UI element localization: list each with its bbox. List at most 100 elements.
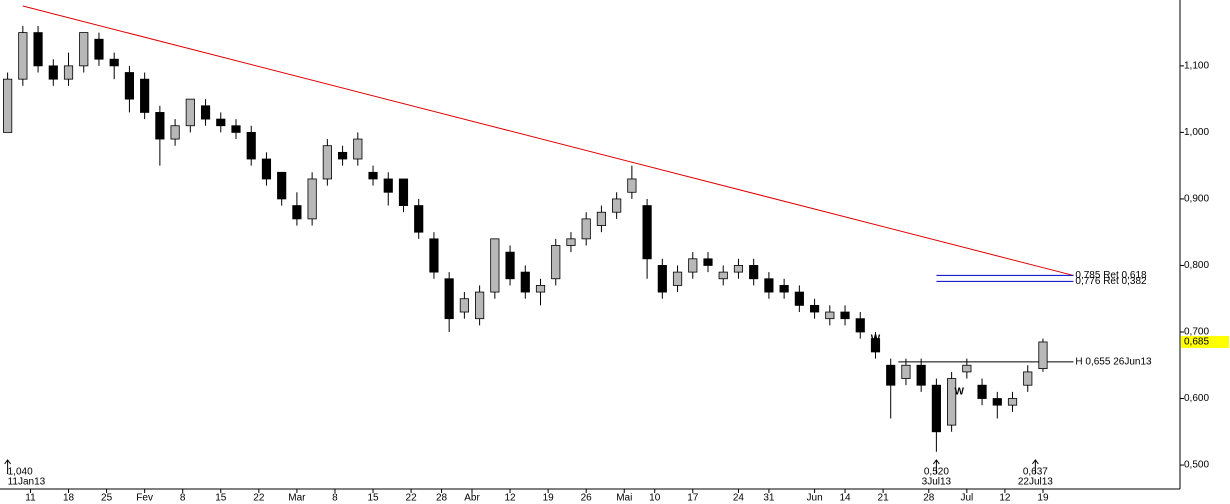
candle-body <box>444 278 454 320</box>
candle-body <box>855 318 865 333</box>
x-tick-label: 15 <box>367 493 379 504</box>
candle-body <box>337 151 348 160</box>
candle-body <box>140 78 150 113</box>
x-tick-label: 10 <box>649 493 661 504</box>
candle-body <box>977 384 987 399</box>
x-tick-label: 22 <box>406 493 418 504</box>
candle-body <box>505 251 515 280</box>
x-tick-label: 11 <box>25 493 36 504</box>
candle-body <box>840 311 850 320</box>
candle-body <box>170 125 180 140</box>
x-tick-label: 8 <box>332 493 338 504</box>
candle-body <box>383 178 393 193</box>
x-tick-label: 14 <box>839 493 851 504</box>
candle-body <box>947 378 957 426</box>
x-tick-label: Abr <box>464 493 480 504</box>
level-label: H 0,655 26Jun13 <box>1075 357 1152 368</box>
candle-body <box>703 258 713 266</box>
candle-body <box>870 338 881 353</box>
level-label: 0,776 Ret 0,382 <box>1075 276 1147 287</box>
candle-body <box>1007 398 1018 406</box>
x-tick-label: 31 <box>763 493 775 504</box>
x-tick-label: Jul <box>960 493 973 504</box>
candle-body <box>886 364 896 386</box>
candle-body <box>277 171 287 200</box>
x-tick-label: 26 <box>581 493 593 504</box>
y-tick-label: 1,000 <box>1184 127 1209 138</box>
candle-body <box>612 198 622 213</box>
candle-body <box>475 291 485 320</box>
candle-body <box>459 298 469 313</box>
candle-body <box>124 72 135 100</box>
x-tick-label: Mar <box>288 493 306 504</box>
callout-value: 1,040 <box>8 467 33 478</box>
candle-body <box>414 205 424 233</box>
candle-body <box>992 398 1002 406</box>
candle-body <box>216 118 226 127</box>
y-tick-label: 0,900 <box>1184 194 1209 205</box>
y-tick-label: 0,700 <box>1184 327 1209 338</box>
x-tick-label: 19 <box>543 493 555 504</box>
marker: W <box>871 333 881 344</box>
candle-body <box>627 178 637 193</box>
candle-body <box>764 278 774 293</box>
candle-body <box>520 271 530 293</box>
marker: W <box>954 387 964 398</box>
candle-body <box>779 285 789 293</box>
candle-body <box>733 265 744 273</box>
candle-body <box>79 32 89 67</box>
candle-body <box>429 238 439 273</box>
candle-body <box>657 265 667 293</box>
x-tick-label: 8 <box>180 493 186 504</box>
candle-body <box>931 384 941 433</box>
candle-body <box>63 65 74 80</box>
candle-body <box>246 131 256 160</box>
x-tick-label: 12 <box>505 493 517 504</box>
callout-date: 22Jul13 <box>1018 477 1053 488</box>
candle-body <box>825 311 835 320</box>
callout-arrow <box>932 459 940 474</box>
candle-body <box>155 112 165 140</box>
y-tick-label: 0,600 <box>1184 393 1209 404</box>
candle-body <box>353 138 363 160</box>
candle-body <box>718 271 728 280</box>
marker: T <box>35 34 41 45</box>
candle-body <box>551 245 561 280</box>
candle-body <box>566 238 576 246</box>
callout-value: 0,637 <box>1023 467 1048 478</box>
candle-body <box>3 78 13 133</box>
callout-date: 3Jul13 <box>922 477 952 488</box>
x-tick-label: 17 <box>687 493 699 504</box>
candle-body <box>261 158 272 180</box>
x-tick-label: 28 <box>436 493 448 504</box>
candle-body <box>672 271 683 286</box>
candle-body <box>916 364 926 386</box>
callout-arrow <box>4 459 12 474</box>
candle-body <box>398 178 409 206</box>
candle-body <box>581 218 591 240</box>
x-tick-label: Jun <box>807 493 823 504</box>
x-tick-label: 19 <box>1037 493 1049 504</box>
callout-value: 0,520 <box>924 467 949 478</box>
x-tick-label: 15 <box>215 493 227 504</box>
y-tick-label: 1,100 <box>1184 61 1209 72</box>
candle-body <box>794 291 804 306</box>
trendline <box>22 5 1074 276</box>
candle-body <box>231 125 241 133</box>
level-label: 0,785 Ret 0,618 <box>1075 270 1147 281</box>
x-tick-label: 12 <box>999 493 1011 504</box>
candle-body <box>48 65 58 80</box>
candle-body <box>490 238 500 293</box>
candle-body <box>94 38 104 60</box>
candle-body <box>749 265 759 280</box>
x-tick-label: 22 <box>253 493 265 504</box>
candle-body <box>1023 371 1033 386</box>
x-tick-label: 18 <box>63 493 75 504</box>
candle-body <box>596 211 607 226</box>
candle-body <box>185 98 195 127</box>
y-tick-label: 0,800 <box>1184 260 1209 271</box>
candle-body <box>809 304 820 313</box>
candle-body <box>307 178 317 220</box>
candle-body <box>368 171 378 180</box>
